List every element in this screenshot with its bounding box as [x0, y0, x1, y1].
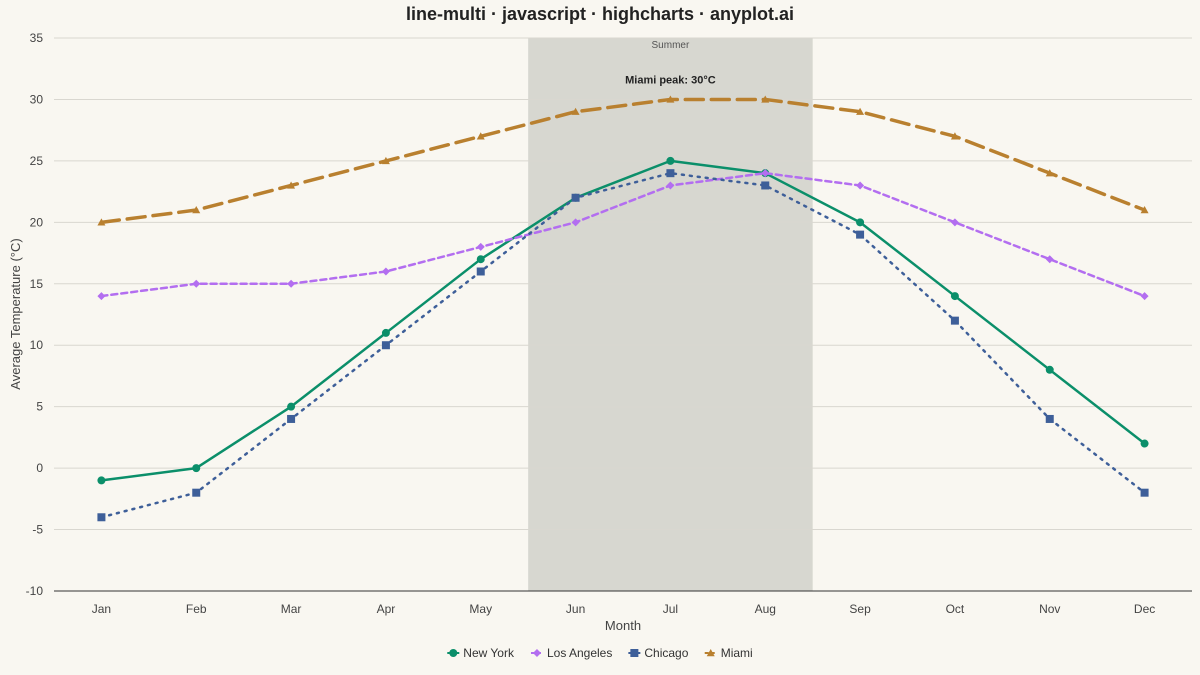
y-axis-title: Average Temperature (°C)	[8, 238, 23, 389]
annotation-layer: Miami peak: 30°C	[625, 74, 716, 86]
legend-item-miami[interactable]: Miami	[704, 646, 753, 660]
y-tick-label: 35	[30, 31, 44, 45]
data-point-new-york[interactable]	[287, 402, 296, 411]
y-tick-label: -5	[32, 523, 43, 537]
data-point-chicago[interactable]	[950, 316, 959, 325]
series-line-new-york[interactable]	[100, 159, 1146, 482]
data-point-miami[interactable]	[381, 156, 390, 165]
legend-label: Los Angeles	[547, 646, 612, 660]
legend-item-los-angeles[interactable]: Los Angeles	[530, 646, 612, 660]
axis-layer: 35 30 25 20 15 10 5 0 -5 -10 Jan Feb Mar Apr May Jun Jul…	[26, 31, 1192, 616]
legend: New York Los Angeles Chicago Miami	[447, 646, 753, 660]
legend-marker-los-angeles	[532, 649, 541, 657]
data-point-los-angeles[interactable]	[97, 292, 106, 301]
legend-marker-new-york	[449, 649, 458, 657]
x-tick-label: Sep	[849, 602, 871, 616]
x-tick-label: Nov	[1039, 602, 1060, 616]
series-miami	[97, 95, 1149, 226]
data-point-chicago[interactable]	[192, 488, 201, 497]
data-point-los-angeles[interactable]	[950, 218, 959, 227]
y-tick-label: 20	[30, 215, 44, 229]
series-line-los-angeles[interactable]	[100, 171, 1146, 298]
x-tick-label: Mar	[281, 602, 302, 616]
series-layer	[97, 95, 1149, 522]
series-chicago	[97, 169, 1149, 522]
data-point-los-angeles[interactable]	[287, 279, 296, 288]
data-point-chicago[interactable]	[1045, 414, 1054, 423]
data-point-new-york[interactable]	[192, 464, 201, 473]
y-tick-label: 25	[30, 154, 44, 168]
legend-label: Miami	[721, 646, 753, 660]
data-point-miami[interactable]	[856, 107, 865, 115]
data-point-miami[interactable]	[476, 132, 485, 140]
data-point-new-york[interactable]	[1045, 365, 1054, 374]
data-point-new-york[interactable]	[381, 328, 390, 337]
plot-band-label: Summer	[652, 40, 690, 51]
x-tick-label: Jan	[92, 602, 111, 616]
data-point-los-angeles[interactable]	[1140, 292, 1149, 301]
data-point-new-york[interactable]	[97, 476, 106, 485]
legend-label: New York	[463, 646, 515, 660]
data-point-los-angeles[interactable]	[571, 218, 580, 227]
data-point-los-angeles[interactable]	[1045, 255, 1054, 264]
data-point-chicago[interactable]	[666, 169, 675, 178]
data-point-chicago[interactable]	[856, 230, 865, 239]
data-point-los-angeles[interactable]	[476, 242, 485, 251]
data-point-new-york[interactable]	[950, 292, 959, 301]
x-tick-label: Aug	[755, 602, 776, 616]
data-point-chicago[interactable]	[381, 341, 390, 350]
data-point-los-angeles[interactable]	[381, 267, 390, 276]
data-point-miami[interactable]	[761, 95, 770, 103]
data-point-miami[interactable]	[1140, 206, 1149, 214]
data-point-miami[interactable]	[666, 95, 675, 103]
chart-title: line-multi · javascript · highcharts · a…	[406, 4, 794, 24]
legend-marker-chicago	[630, 649, 639, 657]
legend-item-new-york[interactable]: New York	[447, 646, 515, 660]
y-tick-label: 5	[36, 400, 43, 414]
summer-plot-band	[528, 38, 813, 591]
data-point-miami[interactable]	[950, 132, 959, 140]
data-point-chicago[interactable]	[476, 267, 485, 276]
data-point-los-angeles[interactable]	[192, 279, 201, 288]
x-tick-label: Jun	[566, 602, 585, 616]
data-point-chicago[interactable]	[97, 513, 106, 522]
x-tick-label: Dec	[1134, 602, 1155, 616]
y-tick-label: 30	[30, 92, 44, 106]
data-point-los-angeles[interactable]	[761, 169, 770, 178]
miami-peak-annotation: Miami peak: 30°C	[625, 74, 716, 86]
data-point-new-york[interactable]	[666, 156, 675, 165]
data-point-chicago[interactable]	[761, 181, 770, 190]
data-point-new-york[interactable]	[1140, 439, 1149, 448]
legend-marker-miami	[706, 649, 715, 657]
data-point-los-angeles[interactable]	[856, 181, 865, 190]
legend-item-chicago[interactable]: Chicago	[628, 646, 689, 660]
data-point-chicago[interactable]	[287, 414, 296, 423]
data-point-chicago[interactable]	[1140, 488, 1149, 497]
x-tick-label: Feb	[186, 602, 207, 616]
y-tick-label: 15	[30, 277, 44, 291]
series-line-miami[interactable]	[99, 97, 1147, 225]
data-point-miami[interactable]	[571, 107, 580, 115]
x-tick-label: May	[469, 602, 492, 616]
x-tick-label: Jul	[663, 602, 678, 616]
series-los-angeles	[97, 169, 1149, 301]
data-point-miami[interactable]	[287, 181, 296, 189]
data-point-los-angeles[interactable]	[666, 181, 675, 190]
y-tick-label: 10	[30, 338, 44, 352]
x-tick-label: Apr	[377, 602, 396, 616]
x-tick-label: Oct	[946, 602, 965, 616]
data-point-miami[interactable]	[97, 218, 106, 226]
x-axis-title: Month	[605, 618, 641, 633]
data-point-chicago[interactable]	[571, 193, 580, 202]
data-point-miami[interactable]	[1045, 169, 1054, 177]
data-point-new-york[interactable]	[856, 218, 865, 227]
data-point-new-york[interactable]	[476, 255, 485, 264]
y-tick-label: -10	[26, 584, 44, 598]
data-point-miami[interactable]	[192, 206, 201, 214]
y-tick-label: 0	[36, 461, 43, 475]
plot-band-layer: Summer	[528, 38, 813, 591]
legend-label: Chicago	[644, 646, 688, 660]
